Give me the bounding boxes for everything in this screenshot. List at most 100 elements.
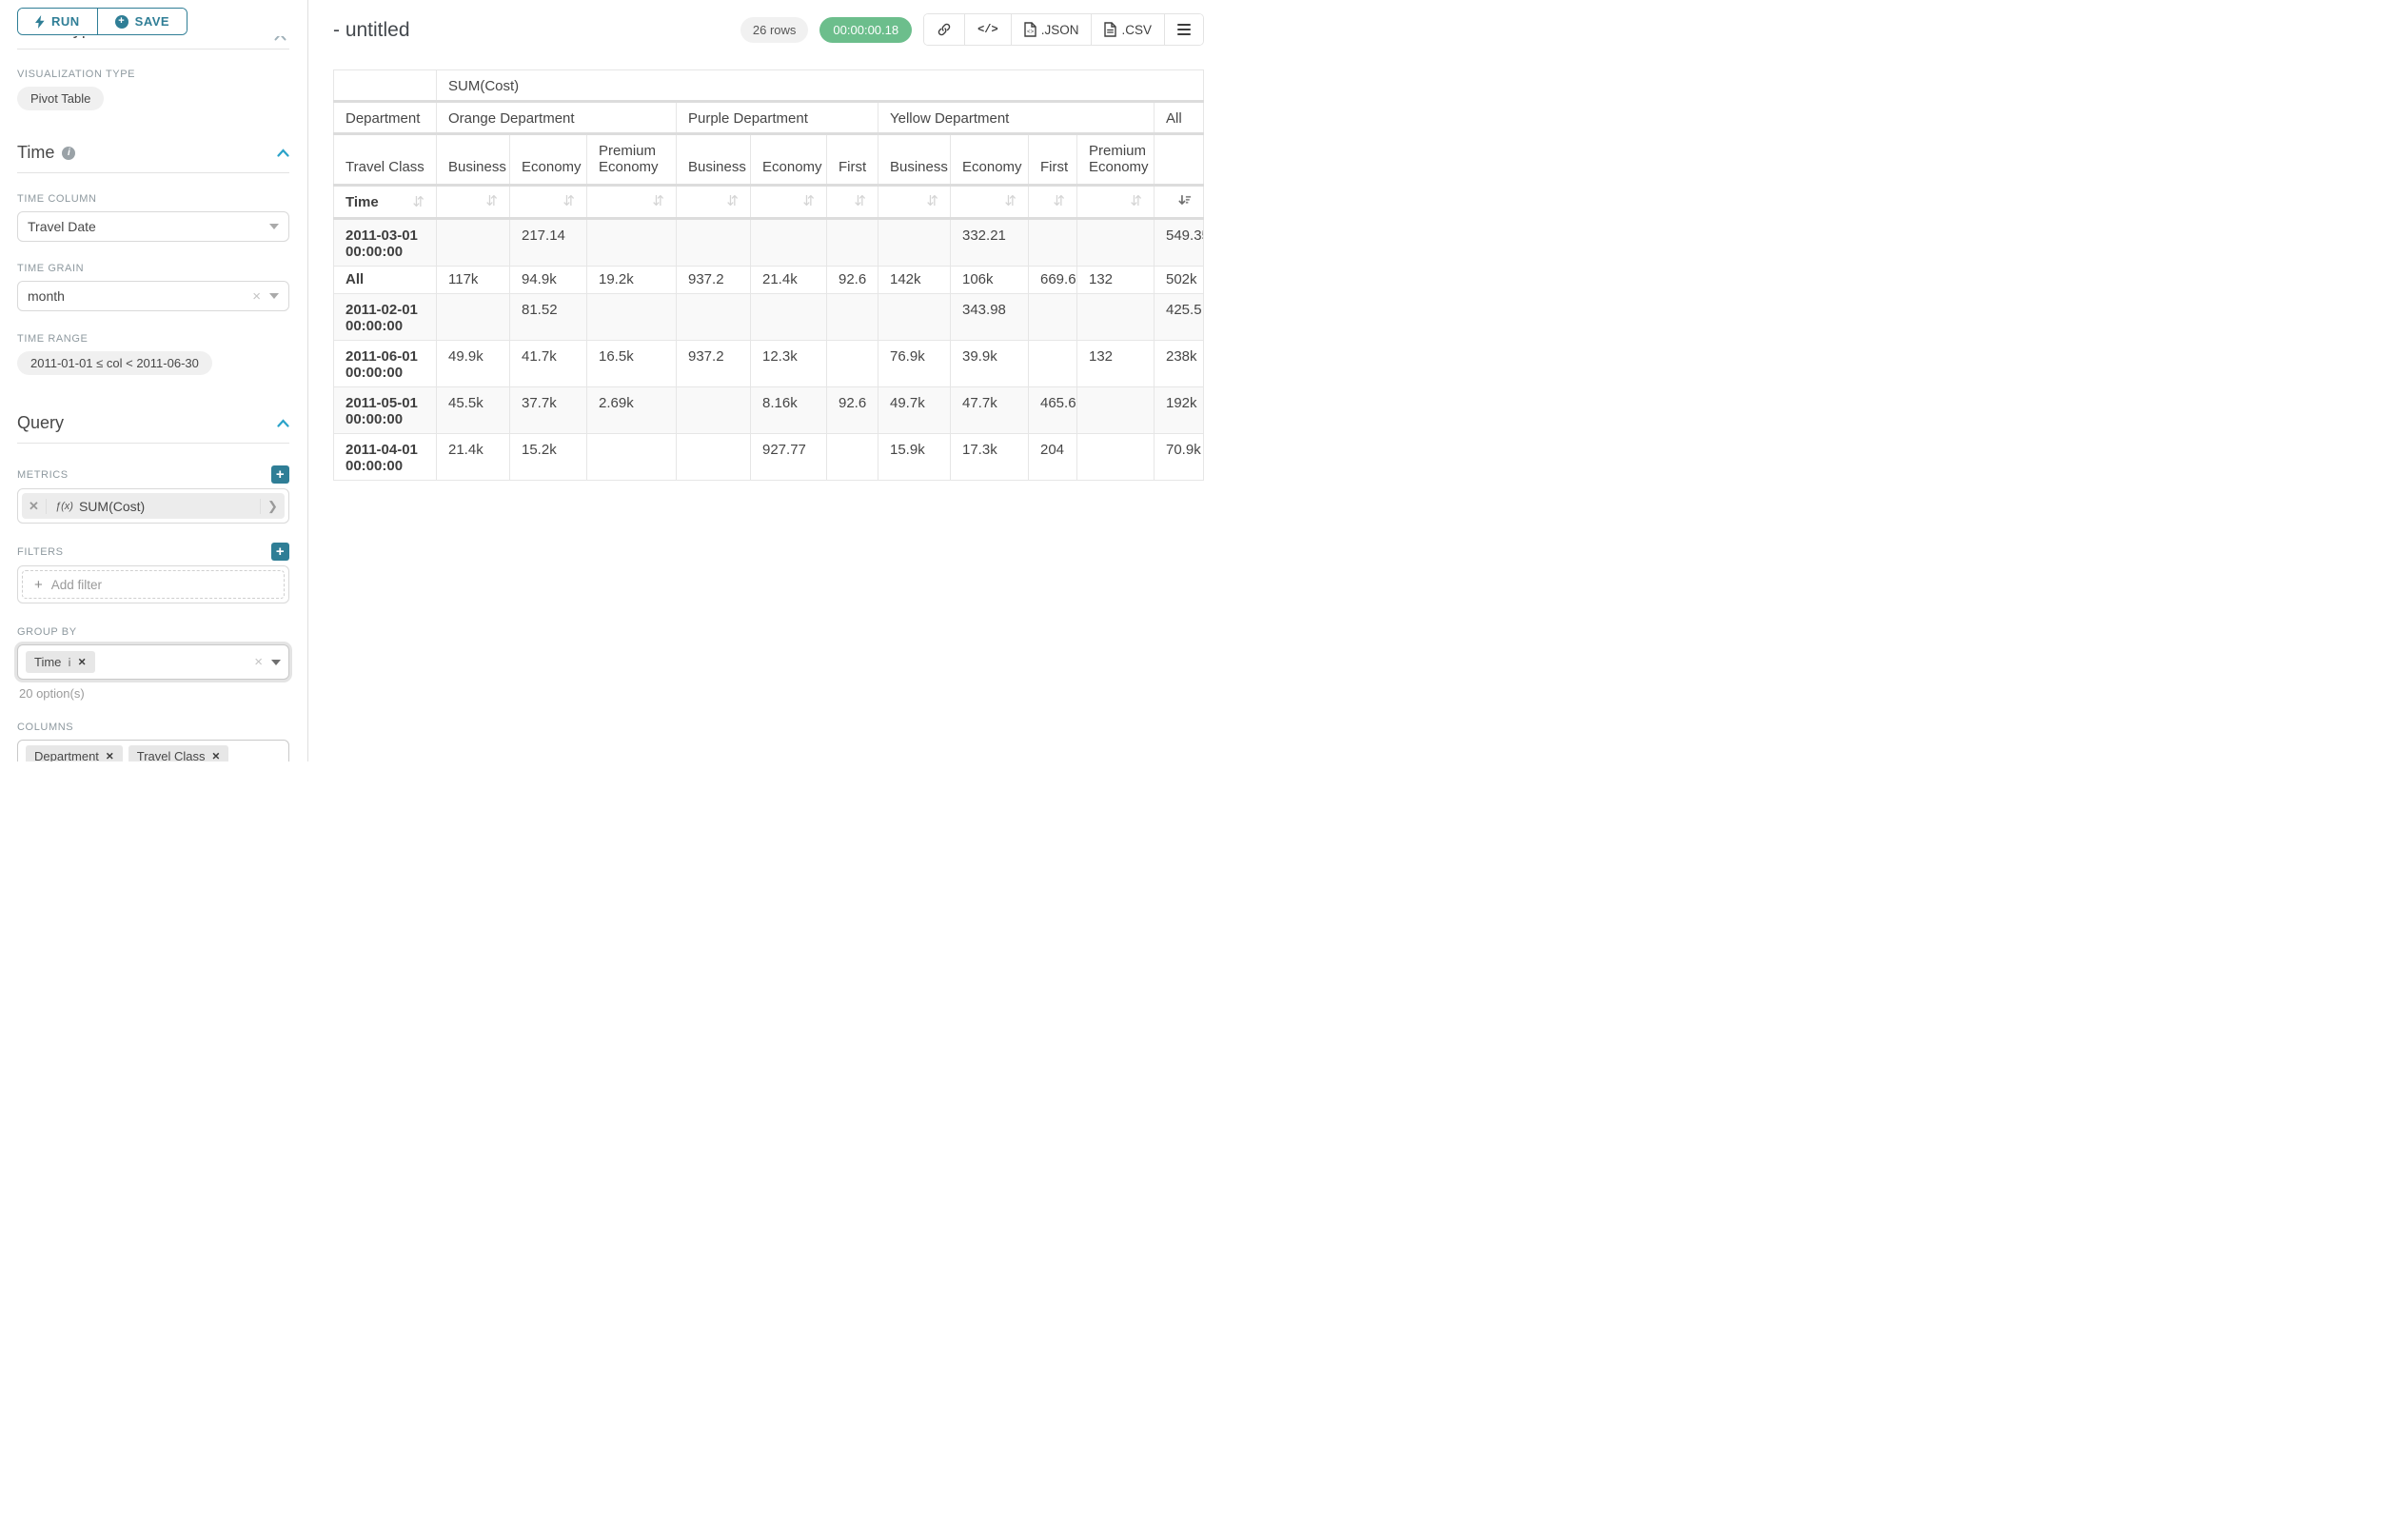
table-row: 2011-04-01 00:00:00 21.4k 15.2k 927.77 15… xyxy=(333,433,1204,481)
explore-page: Chart Type RUN + SAVE VISUALIZATION TYPE… xyxy=(0,0,1204,762)
sort-icon[interactable]: ⇵ xyxy=(1130,193,1142,209)
menu-button[interactable] xyxy=(1164,14,1203,45)
class-header: Premium Economy xyxy=(1076,133,1155,187)
sort-icon[interactable]: ⇵ xyxy=(802,193,815,209)
remove-tag-icon[interactable]: ✕ xyxy=(105,750,114,762)
table-row: 2011-06-01 00:00:00 49.9k 41.7k 16.5k 937.… xyxy=(333,340,1204,387)
share-link-button[interactable] xyxy=(924,14,965,45)
table-row: All 117k 94.9k 19.2k 937.2 21.4k 92.6 142k 1… xyxy=(333,266,1204,294)
export-csv-button[interactable]: .CSV xyxy=(1091,14,1164,45)
export-toolbar: </> <> .JSON .CSV xyxy=(923,13,1204,46)
dept-group-header: All xyxy=(1154,101,1204,135)
add-metric-button[interactable]: + xyxy=(271,465,289,484)
metrics-label: METRICS xyxy=(17,468,69,481)
plus-icon: + xyxy=(34,576,43,593)
time-range-label: TIME RANGE xyxy=(17,333,89,345)
class-header: First xyxy=(1028,133,1077,187)
time-column-label: TIME COLUMN xyxy=(17,193,97,205)
sort-row: Time ⇵ ⇵ ⇵ ⇵ ⇵ ⇵ ⇵ ⇵ ⇵ ⇵ ⇵ xyxy=(333,185,1204,220)
sort-icon[interactable]: ⇵ xyxy=(485,193,498,209)
add-filter-button[interactable]: + xyxy=(271,543,289,561)
clear-icon[interactable]: × xyxy=(254,654,263,670)
col-dimension-cell: Department xyxy=(333,101,437,135)
class-header: Economy xyxy=(509,133,587,187)
hamburger-icon xyxy=(1177,23,1191,36)
plus-circle-icon: + xyxy=(114,14,128,29)
dept-group-header: Orange Department xyxy=(436,101,677,135)
row-dimension-label: Time xyxy=(345,194,379,210)
chevron-down-icon xyxy=(269,293,279,299)
column-info-icon: i xyxy=(68,655,71,669)
time-grain-label: TIME GRAIN xyxy=(17,263,85,274)
sort-desc-active-icon[interactable] xyxy=(1178,194,1192,211)
chevron-up-icon[interactable] xyxy=(277,148,289,157)
time-section-title: Time xyxy=(17,143,55,162)
table-row: 2011-03-01 00:00:00 217.14 332.21 549.35 xyxy=(333,218,1204,267)
sort-icon[interactable]: ⇵ xyxy=(563,193,575,209)
visualization-type-pill[interactable]: Pivot Table xyxy=(17,87,105,110)
remove-tag-icon[interactable]: ✕ xyxy=(211,750,221,762)
chevron-right-icon[interactable]: ❯ xyxy=(260,498,285,514)
sort-icon[interactable]: ⇵ xyxy=(926,193,938,209)
travel-class-header-row: Travel Class Business Economy Premium Ec… xyxy=(333,133,1204,187)
sort-icon[interactable]: ⇵ xyxy=(412,194,424,210)
add-filter-dropzone[interactable]: + Add filter xyxy=(22,570,285,599)
class-header: Premium Economy xyxy=(586,133,677,187)
dept-group-header: Yellow Department xyxy=(878,101,1155,135)
remove-metric-icon[interactable]: ✕ xyxy=(22,498,47,514)
metric-header-cell: SUM(Cost) xyxy=(436,69,1204,103)
class-header: First xyxy=(826,133,878,187)
svg-text:<>: <> xyxy=(1027,29,1035,35)
view-query-button[interactable]: </> xyxy=(964,14,1011,45)
class-header: Business xyxy=(676,133,751,187)
filters-control: + Add filter xyxy=(17,565,289,603)
link-icon xyxy=(938,23,951,36)
groupby-select[interactable]: Time i ✕ × xyxy=(17,644,289,680)
chevron-up-icon[interactable] xyxy=(277,419,289,427)
run-save-toolbar: RUN + SAVE xyxy=(0,0,307,36)
sort-icon[interactable]: ⇵ xyxy=(726,193,739,209)
class-header: Business xyxy=(436,133,510,187)
metric-header-row: SUM(Cost) xyxy=(333,69,1204,103)
department-header-row: Department Orange Department Purple Depa… xyxy=(333,101,1204,135)
remove-tag-icon[interactable]: ✕ xyxy=(77,656,87,668)
columns-tag-department[interactable]: Department ✕ xyxy=(26,745,123,762)
groupby-label: GROUP BY xyxy=(17,626,77,638)
info-icon: i xyxy=(62,146,76,160)
class-header: Business xyxy=(878,133,951,187)
time-column-select[interactable]: Travel Date xyxy=(17,211,289,242)
metrics-control: ✕ ƒ(x) SUM(Cost) ❯ xyxy=(17,488,289,524)
columns-tag-travel-class[interactable]: Travel Class ✕ xyxy=(128,745,229,762)
sort-icon[interactable]: ⇵ xyxy=(1053,193,1065,209)
query-section-title: Query xyxy=(17,413,65,432)
divider xyxy=(17,443,289,444)
json-file-icon: <> xyxy=(1024,22,1036,37)
time-range-pill[interactable]: 2011-01-01 ≤ col < 2011-06-30 xyxy=(17,351,212,375)
sort-icon[interactable]: ⇵ xyxy=(652,193,664,209)
sort-icon[interactable]: ⇵ xyxy=(854,193,866,209)
divider xyxy=(17,172,289,173)
time-grain-select[interactable]: month × xyxy=(17,281,289,311)
filters-label: FILTERS xyxy=(17,545,64,558)
function-icon: ƒ(x) xyxy=(55,500,73,512)
row-count-badge: 26 rows xyxy=(740,16,809,43)
groupby-tag-time[interactable]: Time i ✕ xyxy=(26,651,95,673)
clear-icon[interactable]: × xyxy=(252,287,261,305)
sub-dimension-cell: Travel Class xyxy=(333,133,437,187)
class-header xyxy=(1154,133,1204,187)
sort-icon[interactable]: ⇵ xyxy=(1004,193,1016,209)
export-json-button[interactable]: <> .JSON xyxy=(1010,14,1092,45)
columns-label: COLUMNS xyxy=(17,722,74,733)
metric-pill[interactable]: ✕ ƒ(x) SUM(Cost) ❯ xyxy=(22,493,285,519)
class-header: Economy xyxy=(950,133,1029,187)
chart-title[interactable]: - untitled xyxy=(333,19,410,41)
columns-select[interactable]: Department ✕ Travel Class ✕ × xyxy=(17,740,289,762)
save-button[interactable]: + SAVE xyxy=(96,9,188,34)
corner-cell xyxy=(333,69,437,103)
code-icon: </> xyxy=(977,23,998,36)
class-header: Economy xyxy=(750,133,827,187)
run-button[interactable]: RUN xyxy=(18,9,97,34)
chart-panel: - untitled 26 rows 00:00:00.18 </> <> .J… xyxy=(308,0,1212,762)
lightning-bolt-icon xyxy=(35,14,45,29)
csv-file-icon xyxy=(1104,22,1117,37)
